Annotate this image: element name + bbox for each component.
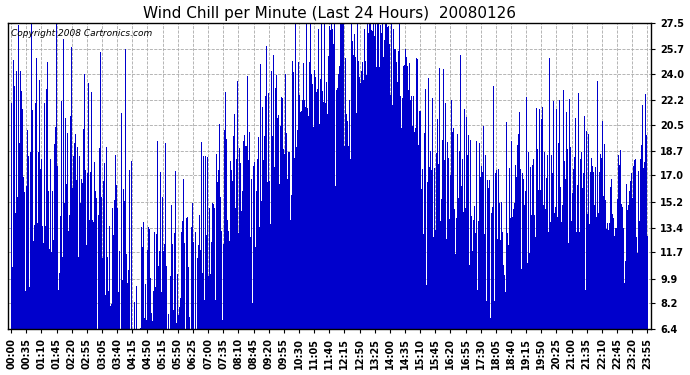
Text: Copyright 2008 Cartronics.com: Copyright 2008 Cartronics.com xyxy=(11,29,152,38)
Title: Wind Chill per Minute (Last 24 Hours)  20080126: Wind Chill per Minute (Last 24 Hours) 20… xyxy=(143,6,516,21)
